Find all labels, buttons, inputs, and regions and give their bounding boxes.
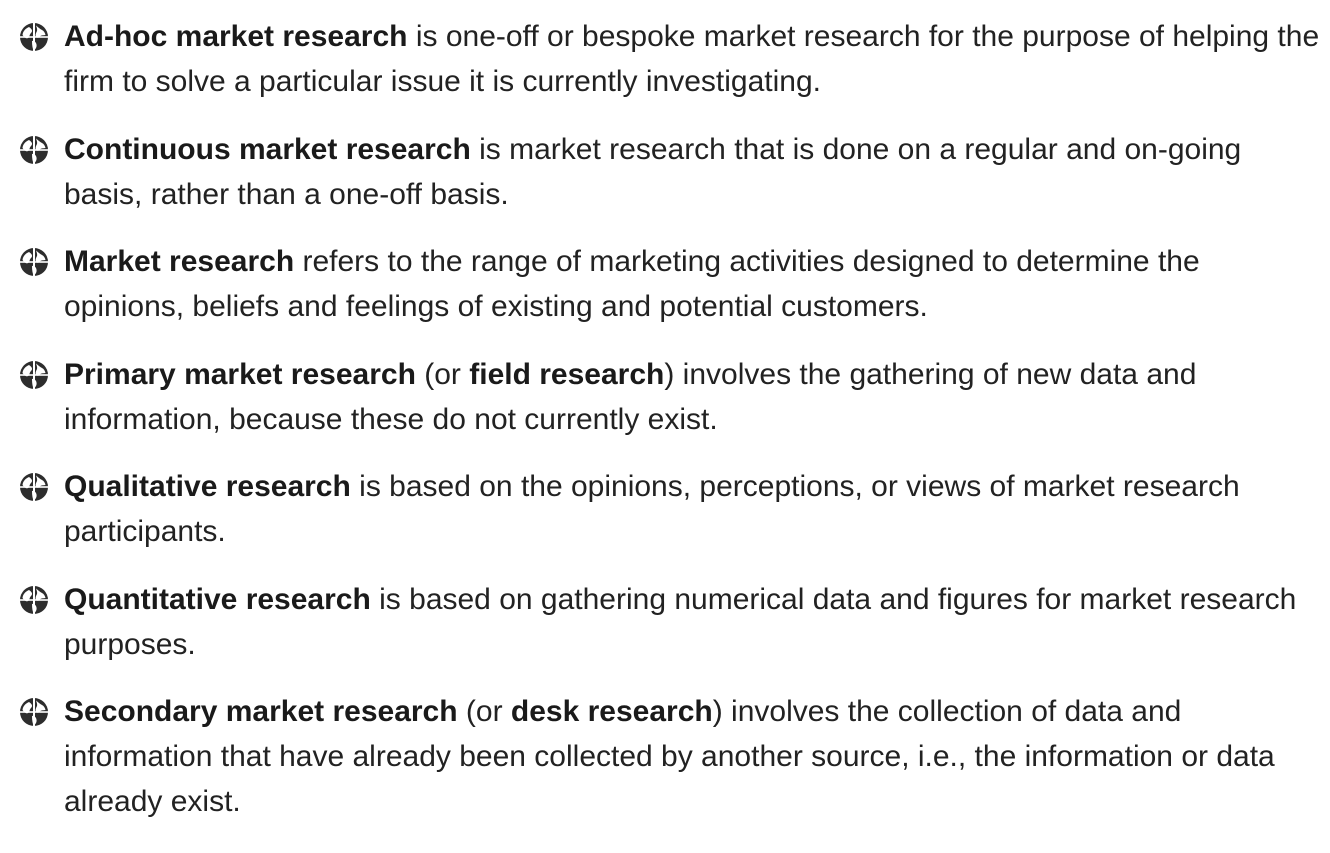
definition: is one-off or bespoke market research fo…	[64, 20, 1320, 98]
globe-bullet-icon	[18, 21, 50, 53]
glossary-entry-qualitative: Qualitative research is based on the opi…	[0, 464, 1330, 554]
definition: ) involves the collection of data and in…	[64, 695, 1275, 818]
globe-bullet-icon	[18, 359, 50, 391]
term: Qualitative research	[64, 470, 351, 503]
definition: is based on gathering numerical data and…	[64, 582, 1297, 661]
glossary-list: Ad-hoc market research is one-off or bes…	[0, 14, 1330, 847]
glossary-entry-secondary: Secondary market research (or desk resea…	[0, 689, 1330, 824]
definition-connector: (or	[415, 357, 470, 391]
term: Ad-hoc market research	[64, 20, 408, 53]
term: Secondary market research	[64, 695, 458, 728]
glossary-entry-ad-hoc: Ad-hoc market research is one-off or bes…	[0, 14, 1330, 104]
globe-bullet-icon	[18, 246, 50, 278]
glossary-entry-market-research: Market research refers to the range of m…	[0, 239, 1330, 329]
definition: is market research that is done on a reg…	[64, 132, 1242, 211]
alternate-term: desk research	[510, 695, 713, 728]
definition: is based on the opinions, perceptions, o…	[64, 470, 1240, 548]
alternate-term: field research	[469, 357, 665, 391]
definition: refers to the range of marketing activit…	[64, 245, 1200, 323]
globe-bullet-icon	[18, 696, 50, 728]
glossary-entry-quantitative: Quantitative research is based on gather…	[0, 577, 1330, 667]
definition-connector: (or	[457, 695, 511, 728]
globe-bullet-icon	[18, 471, 50, 503]
term: Market research	[64, 245, 295, 278]
glossary-entry-primary: Primary market research (or field resear…	[0, 352, 1330, 442]
term: Primary market research	[64, 357, 416, 391]
globe-bullet-icon	[18, 134, 50, 166]
term: Continuous market research	[64, 132, 471, 166]
term: Quantitative research	[64, 582, 371, 616]
definition: ) involves the gathering of new data and…	[64, 357, 1197, 436]
glossary-entry-continuous: Continuous market research is market res…	[0, 127, 1330, 217]
globe-bullet-icon	[18, 584, 50, 616]
